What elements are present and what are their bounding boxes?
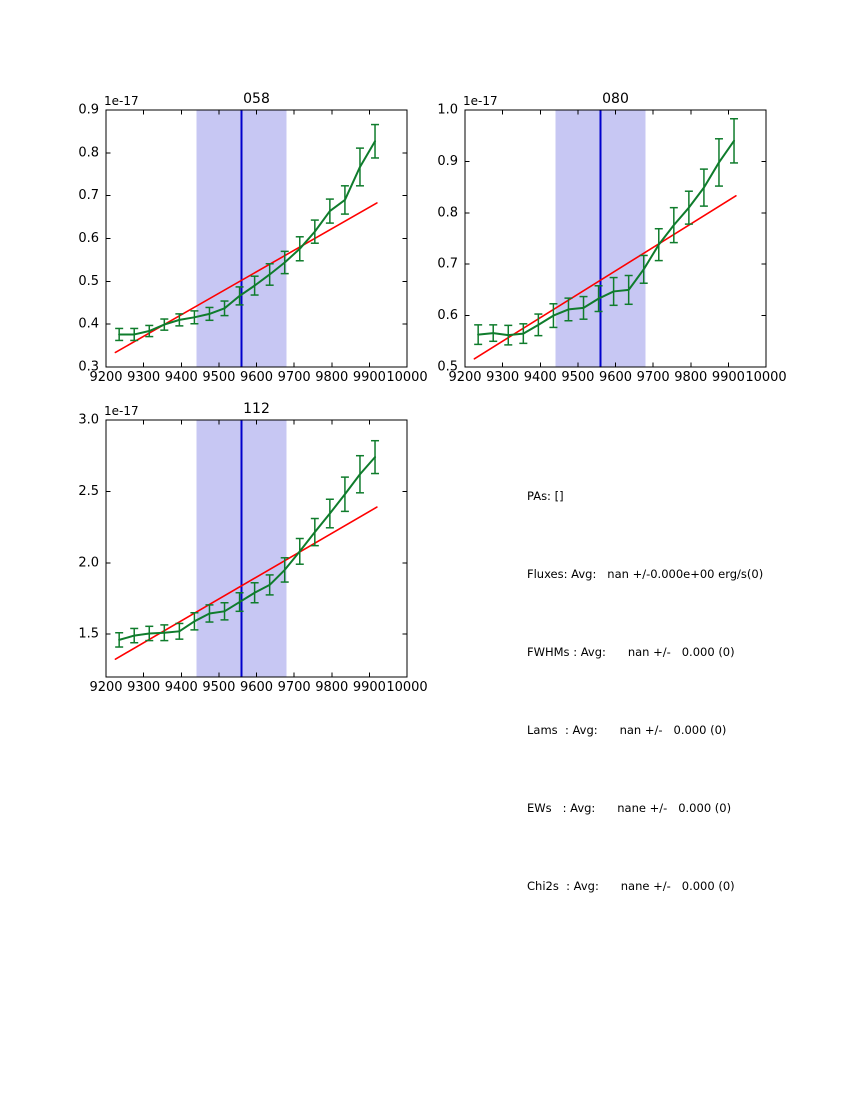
y-tick-label: 0.6 [437,308,458,323]
plot-title: 058 [243,91,270,107]
x-tick-label: 9300 [127,370,160,385]
x-tick-label: 9500 [202,370,235,385]
y-axis-offset-label: 1e-17 [463,94,498,108]
y-tick-label: 0.9 [437,154,458,169]
x-tick-label: 10000 [386,370,427,385]
plot-title: 080 [602,91,629,107]
stats-panel: PAs: [] Fluxes: Avg: nan +/-0.000e+00 er… [527,431,763,951]
subplot-080: 9200 9300 9400 9500 9600 9700 9800 9900 10000 0.5… [437,91,786,385]
x-tick-label: 9800 [674,370,707,385]
x-tick-label: 9700 [637,370,670,385]
stats-line-pas: PAs: [] [527,489,564,503]
stats-line-lams: Lams : Avg: nan +/- 0.000 (0) [527,723,727,737]
stats-line-ews: EWs : Avg: nane +/- 0.000 (0) [527,801,732,815]
y-tick-label: 0.7 [437,257,458,272]
x-tick-label: 9800 [315,680,348,695]
y-tick-label: 2.5 [78,484,99,499]
x-tick-label: 9700 [278,370,311,385]
y-tick-label: 3.0 [78,413,99,428]
x-tick-label: 9500 [561,370,594,385]
y-tick-label: 0.7 [78,188,99,203]
x-tick-label: 9800 [315,370,348,385]
spectrum-curve [118,140,377,336]
y-tick-label: 0.8 [78,145,99,160]
y-tick-label: 2.0 [78,555,99,570]
x-tick-label: 9600 [599,370,632,385]
x-tick-label: 9600 [240,370,273,385]
y-tick-label: 1.0 [437,103,458,118]
subplot-058: 9200 9300 9400 9500 9600 9700 9800 9900 10000 0.3… [78,91,427,385]
x-tick-label: 9500 [202,680,235,695]
x-tick-label: 9200 [89,680,122,695]
x-tick-label: 9200 [448,370,481,385]
y-tick-label: 1.5 [78,627,99,642]
y-tick-label: 0.5 [437,360,458,375]
plot-title: 112 [243,401,270,417]
x-tick-label: 10000 [745,370,786,385]
x-tick-label: 9400 [165,370,198,385]
y-tick-label: 0.9 [78,103,99,118]
x-tick-label: 9900 [353,680,386,695]
y-tick-label: 0.5 [78,274,99,289]
x-tick-label: 9700 [278,680,311,695]
y-axis-offset-label: 1e-17 [104,404,139,418]
axis-ticks [105,419,408,677]
axis-ticks [105,109,408,368]
y-tick-label: 0.6 [78,231,99,246]
y-tick-label: 0.4 [78,317,99,332]
y-axis-offset-label: 1e-17 [104,94,139,108]
stats-line-fwhms: FWHMs : Avg: nan +/- 0.000 (0) [527,645,735,659]
x-tick-label: 9600 [240,680,273,695]
x-tick-label: 9900 [353,370,386,385]
axis-ticks [464,109,767,368]
continuum-fit-line [473,195,737,360]
y-tick-label: 0.8 [437,205,458,220]
x-tick-label: 10000 [386,680,427,695]
x-tick-label: 9200 [89,370,122,385]
stats-line-chi2s: Chi2s : Avg: nane +/- 0.000 (0) [527,879,735,893]
x-tick-label: 9900 [712,370,745,385]
x-tick-label: 9300 [486,370,519,385]
x-tick-label: 9300 [127,680,160,695]
x-tick-label: 9400 [165,680,198,695]
spectrum-curve [118,456,377,641]
stats-line-fluxes: Fluxes: Avg: nan +/-0.000e+00 erg/s(0) [527,567,764,581]
spectrum-curve [477,139,736,337]
y-tick-label: 0.3 [78,360,99,375]
x-tick-label: 9400 [524,370,557,385]
subplot-112: 9200 9300 9400 9500 9600 9700 9800 9900 10000 1.5… [78,401,427,695]
